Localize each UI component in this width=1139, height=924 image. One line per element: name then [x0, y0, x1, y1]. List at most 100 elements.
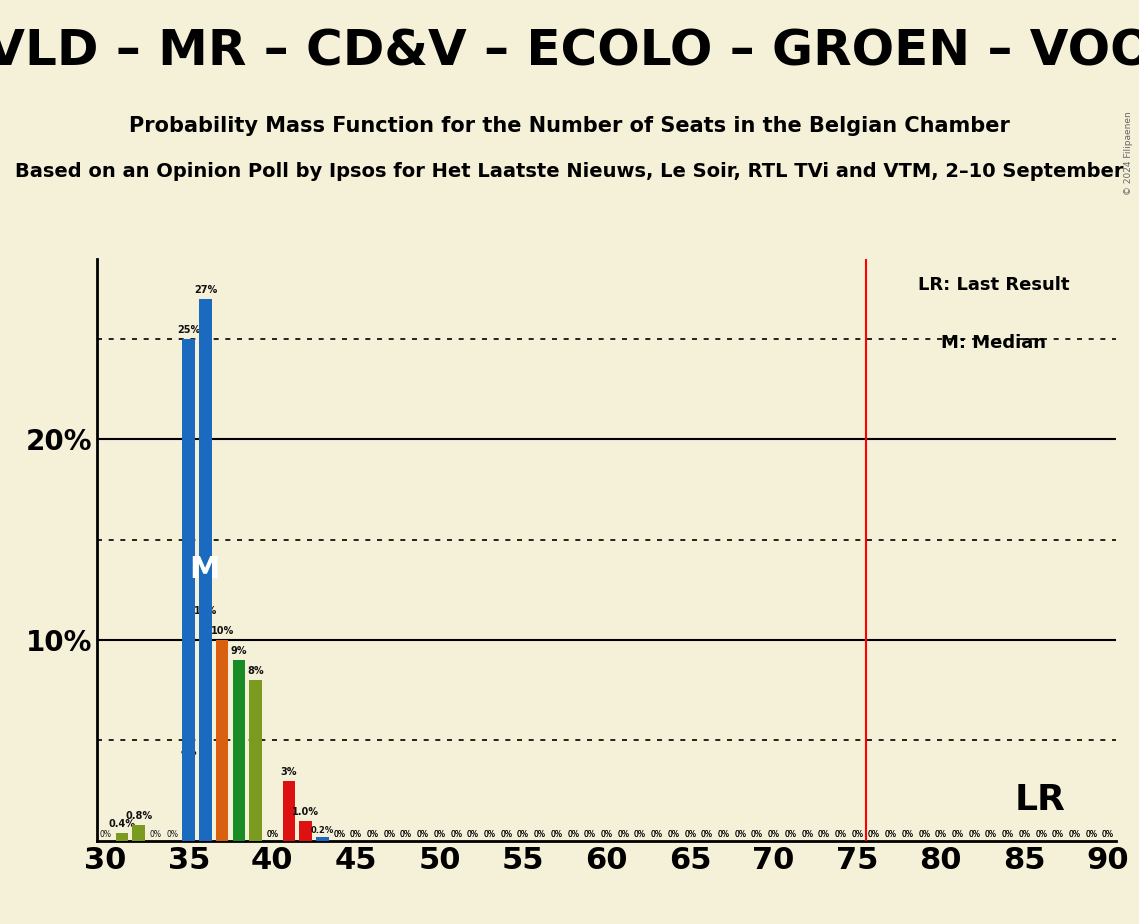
Text: 0%: 0%	[1051, 831, 1064, 839]
Text: 0%: 0%	[267, 831, 278, 839]
Text: 0%: 0%	[634, 831, 646, 839]
Bar	[232, 660, 245, 841]
Text: 0%: 0%	[417, 831, 428, 839]
Text: 0%: 0%	[685, 831, 696, 839]
Text: 0%: 0%	[868, 831, 880, 839]
Text: 0%: 0%	[484, 831, 495, 839]
Text: 0%: 0%	[700, 831, 713, 839]
Text: 0%: 0%	[99, 831, 112, 839]
Text: 0%: 0%	[417, 831, 428, 839]
Text: 0%: 0%	[868, 831, 880, 839]
Text: 0%: 0%	[467, 831, 478, 839]
Text: 0%: 0%	[1018, 831, 1031, 839]
Text: LR: Last Result: LR: Last Result	[918, 276, 1070, 294]
Text: 0%: 0%	[718, 831, 729, 839]
Text: 0%: 0%	[835, 831, 846, 839]
Text: 0%: 0%	[434, 831, 445, 839]
Text: 11%: 11%	[194, 606, 218, 616]
Text: 0%: 0%	[1101, 831, 1114, 839]
Text: 0%: 0%	[400, 831, 412, 839]
Text: 0%: 0%	[768, 831, 779, 839]
Text: 0.4%: 0.4%	[108, 819, 136, 829]
Text: 0%: 0%	[450, 831, 462, 839]
Text: 0%: 0%	[367, 831, 378, 839]
Bar	[199, 620, 212, 841]
Text: 0%: 0%	[1001, 831, 1014, 839]
Text: 0%: 0%	[500, 831, 513, 839]
Text: 0%: 0%	[785, 831, 796, 839]
Text: 0%: 0%	[650, 831, 663, 839]
Text: 0%: 0%	[685, 831, 696, 839]
Text: 0%: 0%	[1035, 831, 1047, 839]
Text: 0%: 0%	[918, 831, 931, 839]
Text: 0%: 0%	[851, 831, 863, 839]
Text: 0%: 0%	[951, 831, 964, 839]
Text: 0%: 0%	[1068, 831, 1081, 839]
Text: 0%: 0%	[667, 831, 679, 839]
Text: 0%: 0%	[600, 831, 613, 839]
Text: 0%: 0%	[968, 831, 981, 839]
Text: 0%: 0%	[467, 831, 478, 839]
Text: 0%: 0%	[400, 831, 412, 839]
Text: 0%: 0%	[801, 831, 813, 839]
Text: 0%: 0%	[600, 831, 613, 839]
Text: 0%: 0%	[735, 831, 746, 839]
Text: 0%: 0%	[785, 831, 796, 839]
Text: 0%: 0%	[166, 831, 178, 839]
Text: 0%: 0%	[333, 831, 345, 839]
Text: 0%: 0%	[751, 831, 763, 839]
Text: 0%: 0%	[550, 831, 563, 839]
Text: 0%: 0%	[517, 831, 528, 839]
Text: 0%: 0%	[367, 831, 378, 839]
Bar	[199, 298, 212, 841]
Text: 0%: 0%	[700, 831, 713, 839]
Text: 0%: 0%	[1085, 831, 1097, 839]
Text: 0%: 0%	[634, 831, 646, 839]
Text: 0%: 0%	[718, 831, 729, 839]
Text: 0%: 0%	[1001, 831, 1014, 839]
Text: 0%: 0%	[333, 831, 345, 839]
Text: 10%: 10%	[211, 626, 233, 636]
Text: 0%: 0%	[584, 831, 596, 839]
Text: 0%: 0%	[500, 831, 513, 839]
Text: 0%: 0%	[851, 831, 863, 839]
Text: 0%: 0%	[1051, 831, 1064, 839]
Text: 0%: 0%	[1035, 831, 1047, 839]
Text: 0%: 0%	[267, 831, 278, 839]
Text: 0.8%: 0.8%	[125, 810, 153, 821]
Text: 0%: 0%	[1085, 831, 1097, 839]
Text: 0%: 0%	[818, 831, 830, 839]
Text: 0%: 0%	[484, 831, 495, 839]
Text: 0%: 0%	[818, 831, 830, 839]
Text: 0%: 0%	[735, 831, 746, 839]
Text: 0%: 0%	[885, 831, 896, 839]
Text: 0%: 0%	[1068, 831, 1081, 839]
Text: 0%: 0%	[350, 831, 362, 839]
Text: 0%: 0%	[383, 831, 395, 839]
Text: 0%: 0%	[901, 831, 913, 839]
Text: 1.0%: 1.0%	[293, 807, 319, 817]
Text: 0%: 0%	[901, 831, 913, 839]
Text: LR: LR	[1015, 784, 1065, 817]
Text: 0%: 0%	[885, 831, 896, 839]
Bar	[317, 837, 329, 841]
Text: 4%: 4%	[180, 747, 197, 757]
Text: 25%: 25%	[177, 325, 200, 335]
Text: Probability Mass Function for the Number of Seats in the Belgian Chamber: Probability Mass Function for the Number…	[129, 116, 1010, 136]
Text: 0%: 0%	[567, 831, 579, 839]
Text: 0%: 0%	[534, 831, 546, 839]
Text: 0%: 0%	[617, 831, 629, 839]
Text: 0%: 0%	[935, 831, 947, 839]
Bar	[249, 680, 262, 841]
Text: 0%: 0%	[650, 831, 663, 839]
Text: 3%: 3%	[280, 767, 297, 776]
Bar	[182, 760, 195, 841]
Text: © 2024 Filipaenen: © 2024 Filipaenen	[1124, 111, 1133, 195]
Text: 0%: 0%	[450, 831, 462, 839]
Text: 0%: 0%	[985, 831, 997, 839]
Text: 0%: 0%	[951, 831, 964, 839]
Text: 0%: 0%	[918, 831, 931, 839]
Text: 0.2%: 0.2%	[311, 826, 334, 834]
Bar	[116, 833, 129, 841]
Bar	[282, 781, 295, 841]
